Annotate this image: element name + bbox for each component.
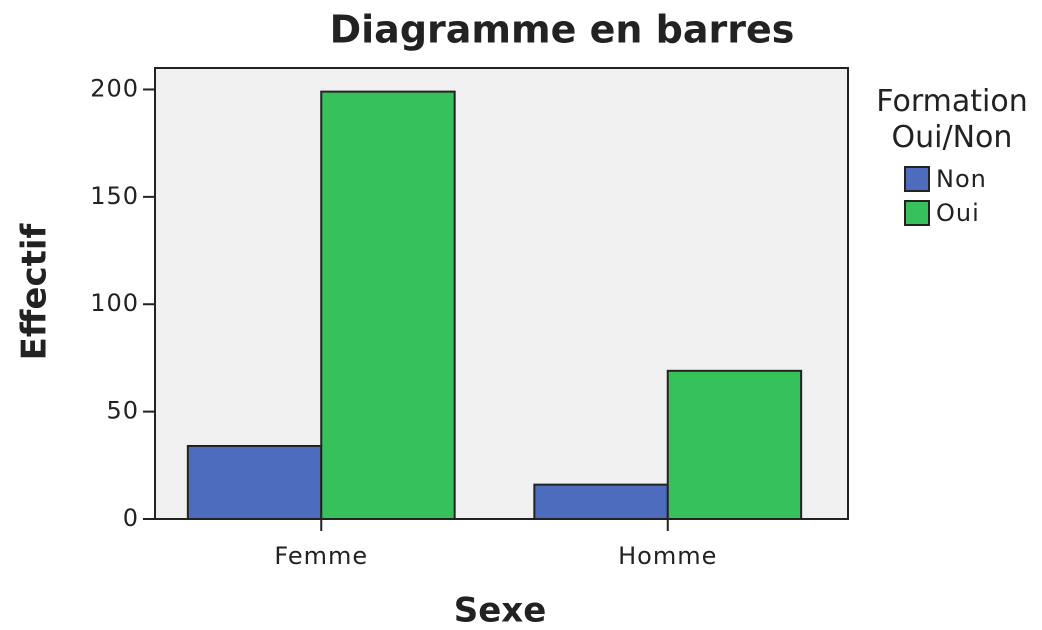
legend-item: Non bbox=[904, 162, 1042, 196]
legend-label: Oui bbox=[936, 199, 980, 227]
x-axis-label: Sexe bbox=[454, 591, 547, 630]
legend-item: Oui bbox=[904, 196, 1042, 230]
x-tick-label: Femme bbox=[274, 542, 368, 570]
bar bbox=[533, 483, 669, 520]
chart-title: Diagramme en barres bbox=[330, 8, 795, 52]
legend-items: Non Oui bbox=[862, 162, 1042, 230]
bar bbox=[666, 369, 803, 521]
bar bbox=[186, 444, 323, 521]
legend: Formation Oui/Non Non Oui bbox=[862, 84, 1042, 230]
legend-swatch bbox=[904, 200, 930, 226]
legend-label: Non bbox=[936, 165, 987, 193]
legend-swatch bbox=[904, 166, 930, 192]
x-tick-label: Homme bbox=[618, 542, 717, 570]
bar bbox=[320, 90, 456, 520]
y-tick-label: 150 bbox=[90, 182, 139, 210]
legend-title: Formation Oui/Non bbox=[876, 84, 1028, 155]
y-tick-label: 0 bbox=[123, 504, 139, 532]
y-tick-label: 200 bbox=[90, 74, 139, 102]
y-tick-label: 100 bbox=[90, 289, 139, 317]
y-axis-label: Effectif bbox=[15, 222, 55, 360]
y-tick-label: 50 bbox=[106, 397, 139, 425]
